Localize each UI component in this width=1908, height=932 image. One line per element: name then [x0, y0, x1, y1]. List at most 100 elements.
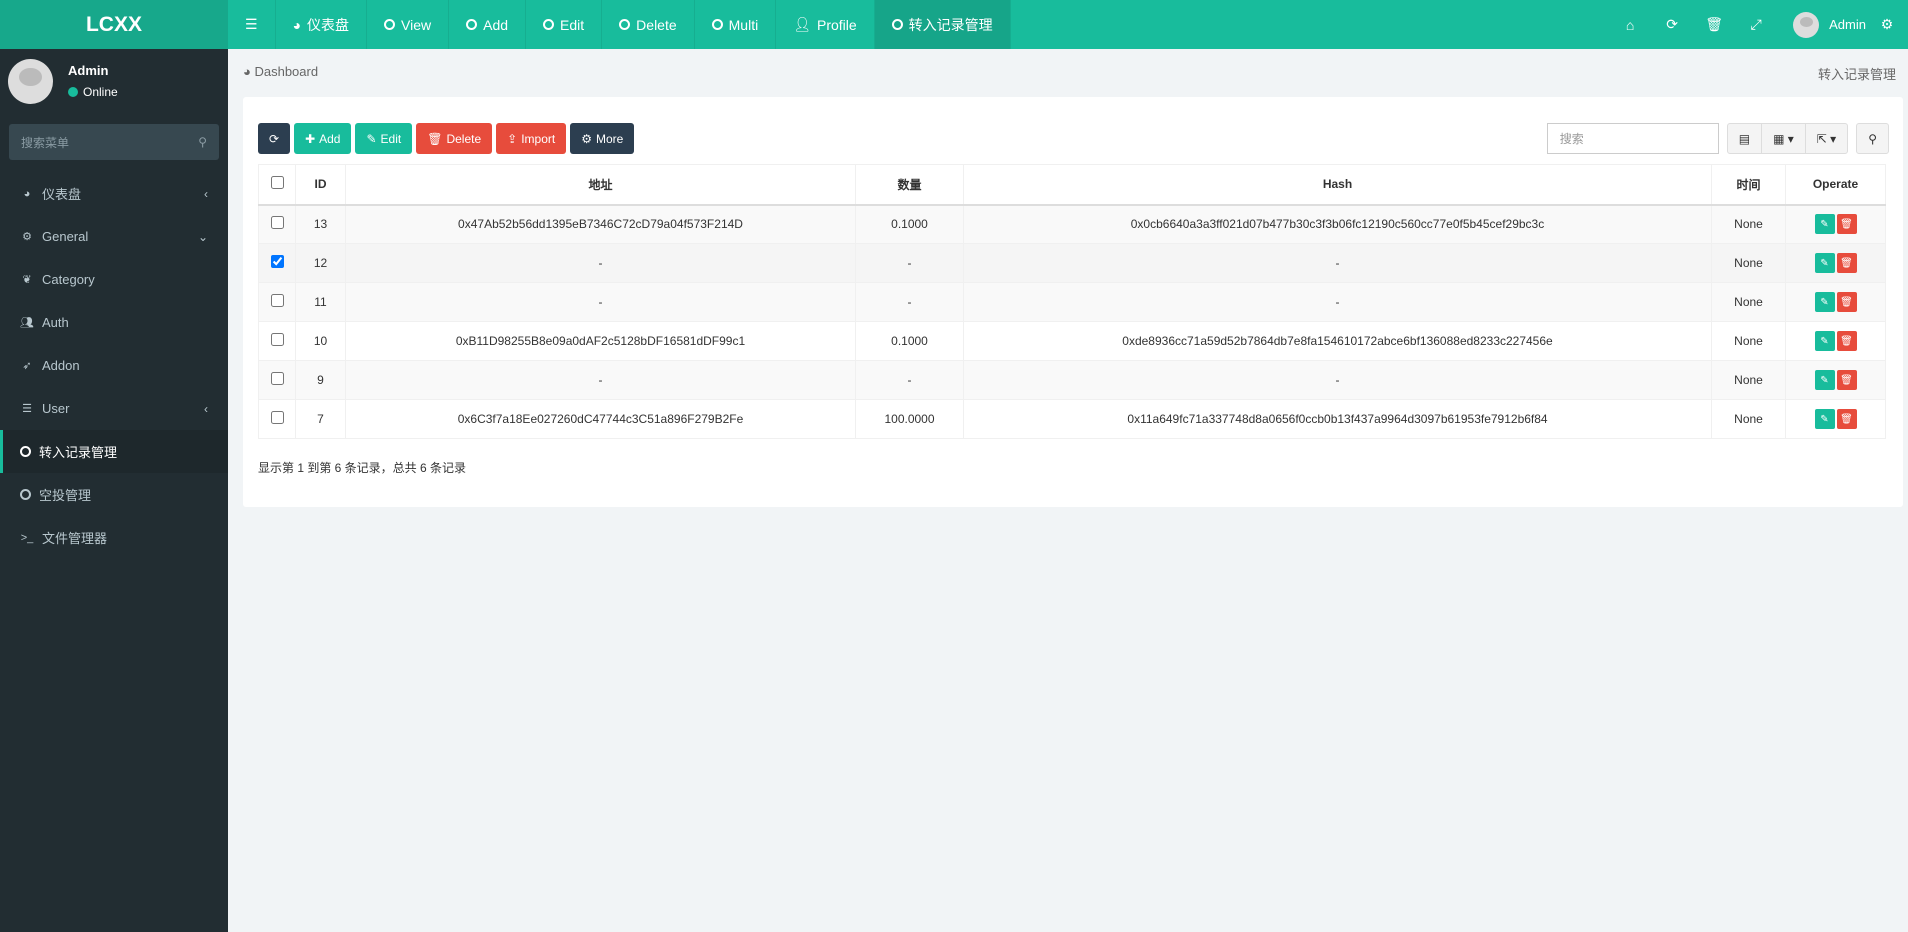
tab-multi[interactable]: Multi [695, 0, 777, 49]
toggle-view-button[interactable]: ▤ [1728, 124, 1763, 153]
row-edit-button[interactable]: ✎ [1814, 409, 1835, 429]
dashboard-icon: ◕ [292, 16, 302, 33]
row-edit-button[interactable]: ✎ [1814, 331, 1835, 351]
row-delete-button[interactable]: 🗑︎ [1836, 370, 1857, 390]
cell-amount: 0.1000 [855, 321, 964, 361]
trash-icon: 🗑︎ [1840, 335, 1853, 347]
logo[interactable]: LCXX [0, 0, 228, 49]
table-row[interactable]: 13 0x47Ab52b56dd1395eB7346C72cD79a04f573… [258, 204, 1886, 244]
sidebar-item-file-manager[interactable]: >_ 文件管理器 [0, 516, 228, 559]
search-placeholder: 搜索 [1559, 132, 1584, 146]
search-input[interactable]: 搜索 [1546, 123, 1719, 154]
menu-search-input[interactable]: 搜索菜单 ⚲ [9, 124, 219, 160]
fullscreen-icon[interactable]: ⤢ [1750, 16, 1762, 32]
records-table: ID 地址 数量 Hash 时间 Operate 13 0x47Ab52b56d… [258, 164, 1886, 439]
button-label: Add [319, 131, 341, 146]
cell-amount: - [855, 243, 964, 283]
row-edit-button[interactable]: ✎ [1814, 253, 1835, 273]
breadcrumb-home[interactable]: Dashboard [254, 64, 319, 79]
row-delete-button[interactable]: 🗑︎ [1836, 214, 1857, 235]
row-delete-button[interactable]: 🗑︎ [1836, 292, 1857, 312]
chevron-down-icon: ⌄ [197, 229, 208, 244]
column-header-id[interactable]: ID [295, 164, 346, 206]
row-checkbox[interactable] [270, 372, 284, 385]
sidebar-item-general[interactable]: ⚙ General ⌄ [0, 215, 228, 258]
row-edit-button[interactable]: ✎ [1814, 292, 1835, 312]
list-icon: ☰ [22, 403, 32, 415]
gear-icon[interactable]: ⚙ [1880, 16, 1894, 32]
cell-time: None [1711, 360, 1786, 400]
tab-dashboard[interactable]: ◕ 仪表盘 [276, 0, 368, 49]
avatar [8, 59, 53, 104]
sidebar-item-dashboard[interactable]: ◕ 仪表盘 ‹ [0, 172, 228, 215]
select-all-checkbox[interactable] [270, 176, 284, 190]
cell-amount: - [855, 360, 964, 400]
row-delete-button[interactable]: 🗑︎ [1836, 253, 1857, 273]
button-label: More [596, 131, 624, 146]
trash-icon: 🗑︎ [1840, 413, 1853, 425]
row-delete-button[interactable]: 🗑︎ [1836, 331, 1857, 351]
item-label: 空投管理 [39, 488, 92, 503]
top-right-tools: ⌂ ⟳ 🗑︎ ⤢ Admin ⚙ [1609, 0, 1908, 49]
sidebar-item-user[interactable]: ☰ User ‹ [0, 387, 228, 430]
column-header-hash[interactable]: Hash [963, 164, 1712, 206]
pagination-summary: 显示第 1 到第 6 条记录，总共 6 条记录 [258, 461, 467, 475]
tab-delete[interactable]: Delete [602, 0, 695, 49]
cell-address: - [345, 243, 856, 283]
search-button[interactable]: ⚲ [1857, 124, 1888, 153]
refresh-button[interactable]: ⟳ [258, 123, 291, 154]
search-icon[interactable]: ⚲ [198, 135, 207, 149]
table-row[interactable]: 9 - - - None ✎ 🗑︎ [258, 360, 1886, 400]
edit-button[interactable]: ✎ Edit [355, 123, 413, 154]
columns-button[interactable]: ▦ ▾ [1762, 124, 1806, 153]
add-button[interactable]: ✚ Add [294, 123, 352, 154]
sidebar-item-transfer-records[interactable]: 转入记录管理 [0, 430, 228, 473]
status-text: Online [83, 85, 118, 99]
top-navbar: LCXX ☰ ◕ 仪表盘 View Add Edit Delete Multi 👤… [0, 0, 1908, 49]
delete-button[interactable]: 🗑︎ Delete [416, 123, 493, 154]
tab-add[interactable]: Add [449, 0, 527, 49]
trash-icon[interactable]: 🗑︎ [1705, 16, 1724, 32]
cell-id: 10 [295, 321, 346, 361]
more-button[interactable]: ⚙ More [570, 123, 635, 154]
gear-icon: ⚙ [581, 131, 592, 146]
import-button[interactable]: ⇪ Import [496, 123, 567, 154]
column-header-address[interactable]: 地址 [345, 164, 856, 206]
avatar[interactable] [1793, 11, 1820, 38]
refresh-icon[interactable]: ⟳ [1666, 16, 1678, 32]
sidebar-toggle-button[interactable]: ☰ [228, 0, 276, 49]
tab-profile[interactable]: 👤︎ Profile [776, 0, 875, 49]
table-row[interactable]: 12 - - - None ✎ 🗑︎ [258, 243, 1886, 283]
tab-view[interactable]: View [367, 0, 450, 49]
cell-amount: 0.1000 [855, 204, 964, 244]
row-checkbox[interactable] [270, 333, 284, 346]
row-checkbox[interactable] [270, 216, 284, 230]
row-edit-button[interactable]: ✎ [1814, 214, 1835, 235]
upload-icon: ⇪ [507, 131, 518, 146]
item-label: User [42, 401, 70, 416]
export-button[interactable]: ⇱ ▾ [1806, 124, 1847, 153]
row-delete-button[interactable]: 🗑︎ [1836, 409, 1857, 429]
tab-edit[interactable]: Edit [526, 0, 603, 49]
leaf-icon: ❦ [22, 274, 32, 286]
menu-icon: ☰ [245, 16, 258, 32]
tab-transfer-records[interactable]: 转入记录管理 [874, 0, 1011, 49]
sidebar-item-airdrop[interactable]: 空投管理 [0, 473, 228, 516]
breadcrumb[interactable]: ◕ Dashboard [243, 64, 318, 79]
row-checkbox[interactable] [270, 294, 284, 307]
row-edit-button[interactable]: ✎ [1814, 370, 1835, 390]
sidebar-item-auth[interactable]: 👥︎ Auth [0, 301, 228, 344]
row-checkbox[interactable] [270, 255, 284, 268]
table-row[interactable]: 7 0x6C3f7a18Ee027260dC47744c3C51a896F279… [258, 399, 1886, 439]
sidebar-item-category[interactable]: ❦ Category [0, 258, 228, 301]
row-checkbox[interactable] [270, 411, 284, 424]
table-row[interactable]: 11 - - - None ✎ 🗑︎ [258, 282, 1886, 322]
table-row[interactable]: 10 0xB11D98255B8e09a0dAF2c5128bDF16581dD… [258, 321, 1886, 361]
home-icon[interactable]: ⌂ [1625, 16, 1635, 33]
column-header-amount[interactable]: 数量 [855, 164, 964, 206]
sidebar-item-addon[interactable]: ➶ Addon [0, 344, 228, 387]
cell-amount: 100.0000 [855, 399, 964, 439]
column-header-time[interactable]: 时间 [1711, 164, 1786, 206]
pencil-icon: ✎ [1820, 374, 1829, 386]
user-name[interactable]: Admin [1829, 17, 1866, 32]
